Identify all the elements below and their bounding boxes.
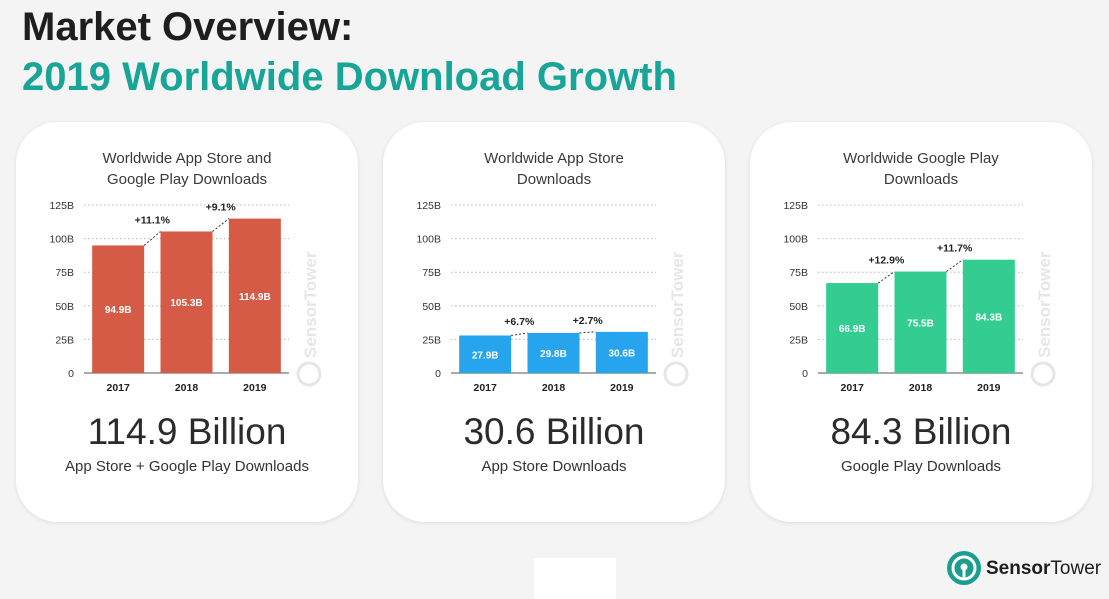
bar	[228, 218, 281, 373]
watermark: SensorTower	[296, 251, 322, 387]
bar	[826, 283, 879, 373]
bar-chart-google-play: 0 25B 50B 75B 100B 125B SensorTower 66.9B 2017 75…	[783, 200, 1056, 394]
watermark-logo-icon	[663, 361, 689, 387]
y-tick-label: 50B	[422, 301, 441, 313]
x-tick-label: 2019	[243, 382, 267, 394]
x-tick-label: 2019	[610, 382, 634, 394]
y-tick-label: 25B	[789, 334, 808, 346]
watermark-logo-icon	[1030, 361, 1056, 387]
watermark-logo-icon	[296, 361, 322, 387]
y-tick-label: 0	[802, 368, 808, 380]
brand-name-part2: Tower	[1050, 558, 1102, 579]
watermark-text: SensorTower	[301, 251, 320, 358]
card-google-play: Worldwide Google Play Downloads 0 25B 50B 7…	[750, 122, 1092, 522]
watermark: SensorTower	[1030, 251, 1056, 387]
growth-connector	[212, 218, 230, 232]
headline-value: 84.3 Billion	[830, 411, 1012, 452]
bar-value-label: 94.9B	[105, 305, 132, 316]
y-tick-label: 50B	[55, 301, 74, 313]
y-tick-label: 100B	[783, 234, 808, 246]
bar-value-label: 30.6B	[608, 348, 635, 359]
y-tick-label: 25B	[422, 334, 441, 346]
growth-label: +12.9%	[868, 255, 905, 267]
growth-connector	[946, 259, 964, 272]
bar-value-label: 114.9B	[239, 292, 271, 303]
y-tick-label: 125B	[416, 200, 441, 212]
bar	[962, 259, 1015, 373]
y-tick-label: 100B	[49, 234, 74, 246]
headline-caption: App Store Downloads	[481, 458, 627, 475]
chart-title: Worldwide App Store Downloads	[484, 150, 624, 188]
x-tick-label: 2018	[542, 382, 566, 394]
page-title-line1: Market Overview:	[22, 5, 354, 49]
y-tick-label: 25B	[55, 334, 74, 346]
y-tick-label: 125B	[49, 200, 74, 212]
growth-label: +11.7%	[937, 243, 973, 255]
brand-name: SensorTower	[986, 558, 1101, 580]
growth-label: +9.1%	[206, 202, 237, 214]
chart-title: Worldwide App Store and Google Play Down…	[102, 150, 272, 188]
bar	[160, 231, 213, 373]
growth-label: +2.7%	[573, 315, 604, 327]
bar	[595, 331, 648, 373]
card-app-store: Worldwide App Store Downloads 0 25B 50B 75B…	[383, 122, 725, 522]
y-tick-label: 0	[68, 368, 74, 380]
bar	[92, 245, 145, 373]
sensor-tower-logo-icon	[947, 551, 981, 585]
headline-value: 114.9 Billion	[87, 411, 287, 452]
headline-value: 30.6 Billion	[463, 411, 645, 452]
growth-label: +6.7%	[504, 316, 535, 328]
bar-value-label: 29.8B	[540, 349, 567, 360]
x-tick-label: 2018	[175, 382, 199, 394]
y-tick-label: 0	[435, 368, 441, 380]
growth-connector	[511, 332, 528, 336]
chart-title: Worldwide Google Play Downloads	[843, 150, 999, 188]
x-tick-label: 2018	[909, 382, 933, 394]
bar-chart-combined: 0 25B 50B 75B 100B 125B SensorTower 94.9B 2017 10…	[49, 200, 322, 394]
footer-blank-box	[534, 558, 616, 599]
card-combined: Worldwide App Store and Google Play Down…	[16, 122, 358, 522]
y-tick-label: 50B	[789, 301, 808, 313]
watermark: SensorTower	[663, 251, 689, 387]
x-tick-label: 2019	[977, 382, 1001, 394]
y-tick-label: 125B	[783, 200, 808, 212]
y-tick-label: 75B	[789, 267, 808, 279]
bar-chart-app-store: 0 25B 50B 75B 100B 125B SensorTower 27.9B 2017 29…	[416, 200, 689, 394]
x-tick-label: 2017	[840, 382, 864, 394]
y-tick-label: 75B	[422, 267, 441, 279]
page-title-line2: 2019 Worldwide Download Growth	[22, 55, 677, 99]
y-tick-label: 75B	[55, 267, 74, 279]
watermark-text: SensorTower	[668, 251, 687, 358]
headline-caption: Google Play Downloads	[840, 458, 1002, 475]
brand-logo: SensorTower	[946, 550, 1101, 588]
x-tick-label: 2017	[473, 382, 497, 394]
brand-name-part1: Sensor	[986, 558, 1051, 579]
bar-value-label: 75.5B	[907, 318, 934, 329]
bar	[459, 335, 512, 373]
bar-value-label: 66.9B	[839, 324, 866, 335]
watermark-text: SensorTower	[1035, 251, 1054, 358]
bar	[894, 271, 947, 373]
growth-connector	[877, 271, 895, 284]
y-tick-label: 100B	[416, 234, 441, 246]
bar	[527, 332, 580, 373]
x-tick-label: 2017	[106, 382, 130, 394]
growth-connector	[143, 231, 161, 246]
bar-value-label: 84.3B	[975, 312, 1002, 323]
growth-connector	[579, 331, 596, 334]
headline-caption: App Store + Google Play Downloads	[65, 458, 309, 475]
growth-label: +11.1%	[135, 214, 171, 226]
bar-value-label: 27.9B	[472, 350, 499, 361]
bar-value-label: 105.3B	[170, 298, 202, 309]
